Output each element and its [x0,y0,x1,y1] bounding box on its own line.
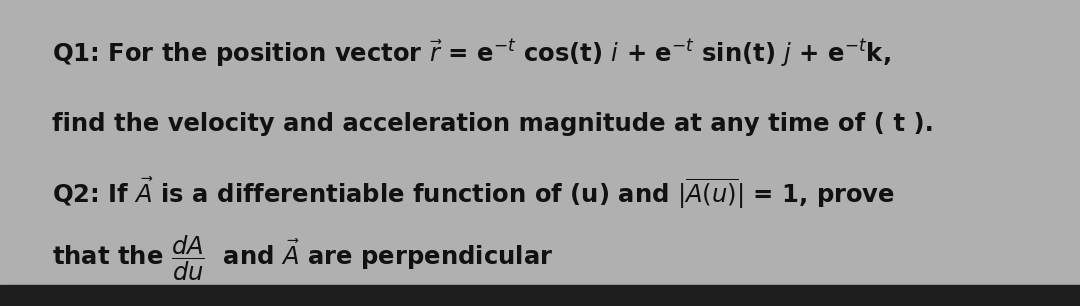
Text: Q2: If $\vec{A}$ is a differentiable function of (u) and $|\overline{A(u)}|$ = 1: Q2: If $\vec{A}$ is a differentiable fun… [52,175,895,211]
Bar [0,285,1080,306]
Text: find the velocity and acceleration magnitude at any time of ( t ).: find the velocity and acceleration magni… [52,112,934,136]
Text: that the $\dfrac{dA}{du}$  and $\vec{A}$ are perpendicular: that the $\dfrac{dA}{du}$ and $\vec{A}$ … [52,234,553,283]
Text: Q1: For the position vector $\vec{r}$ = e$^{-t}$ cos(t) $i$ + e$^{-t}$ sin(t) $j: Q1: For the position vector $\vec{r}$ = … [52,38,891,69]
